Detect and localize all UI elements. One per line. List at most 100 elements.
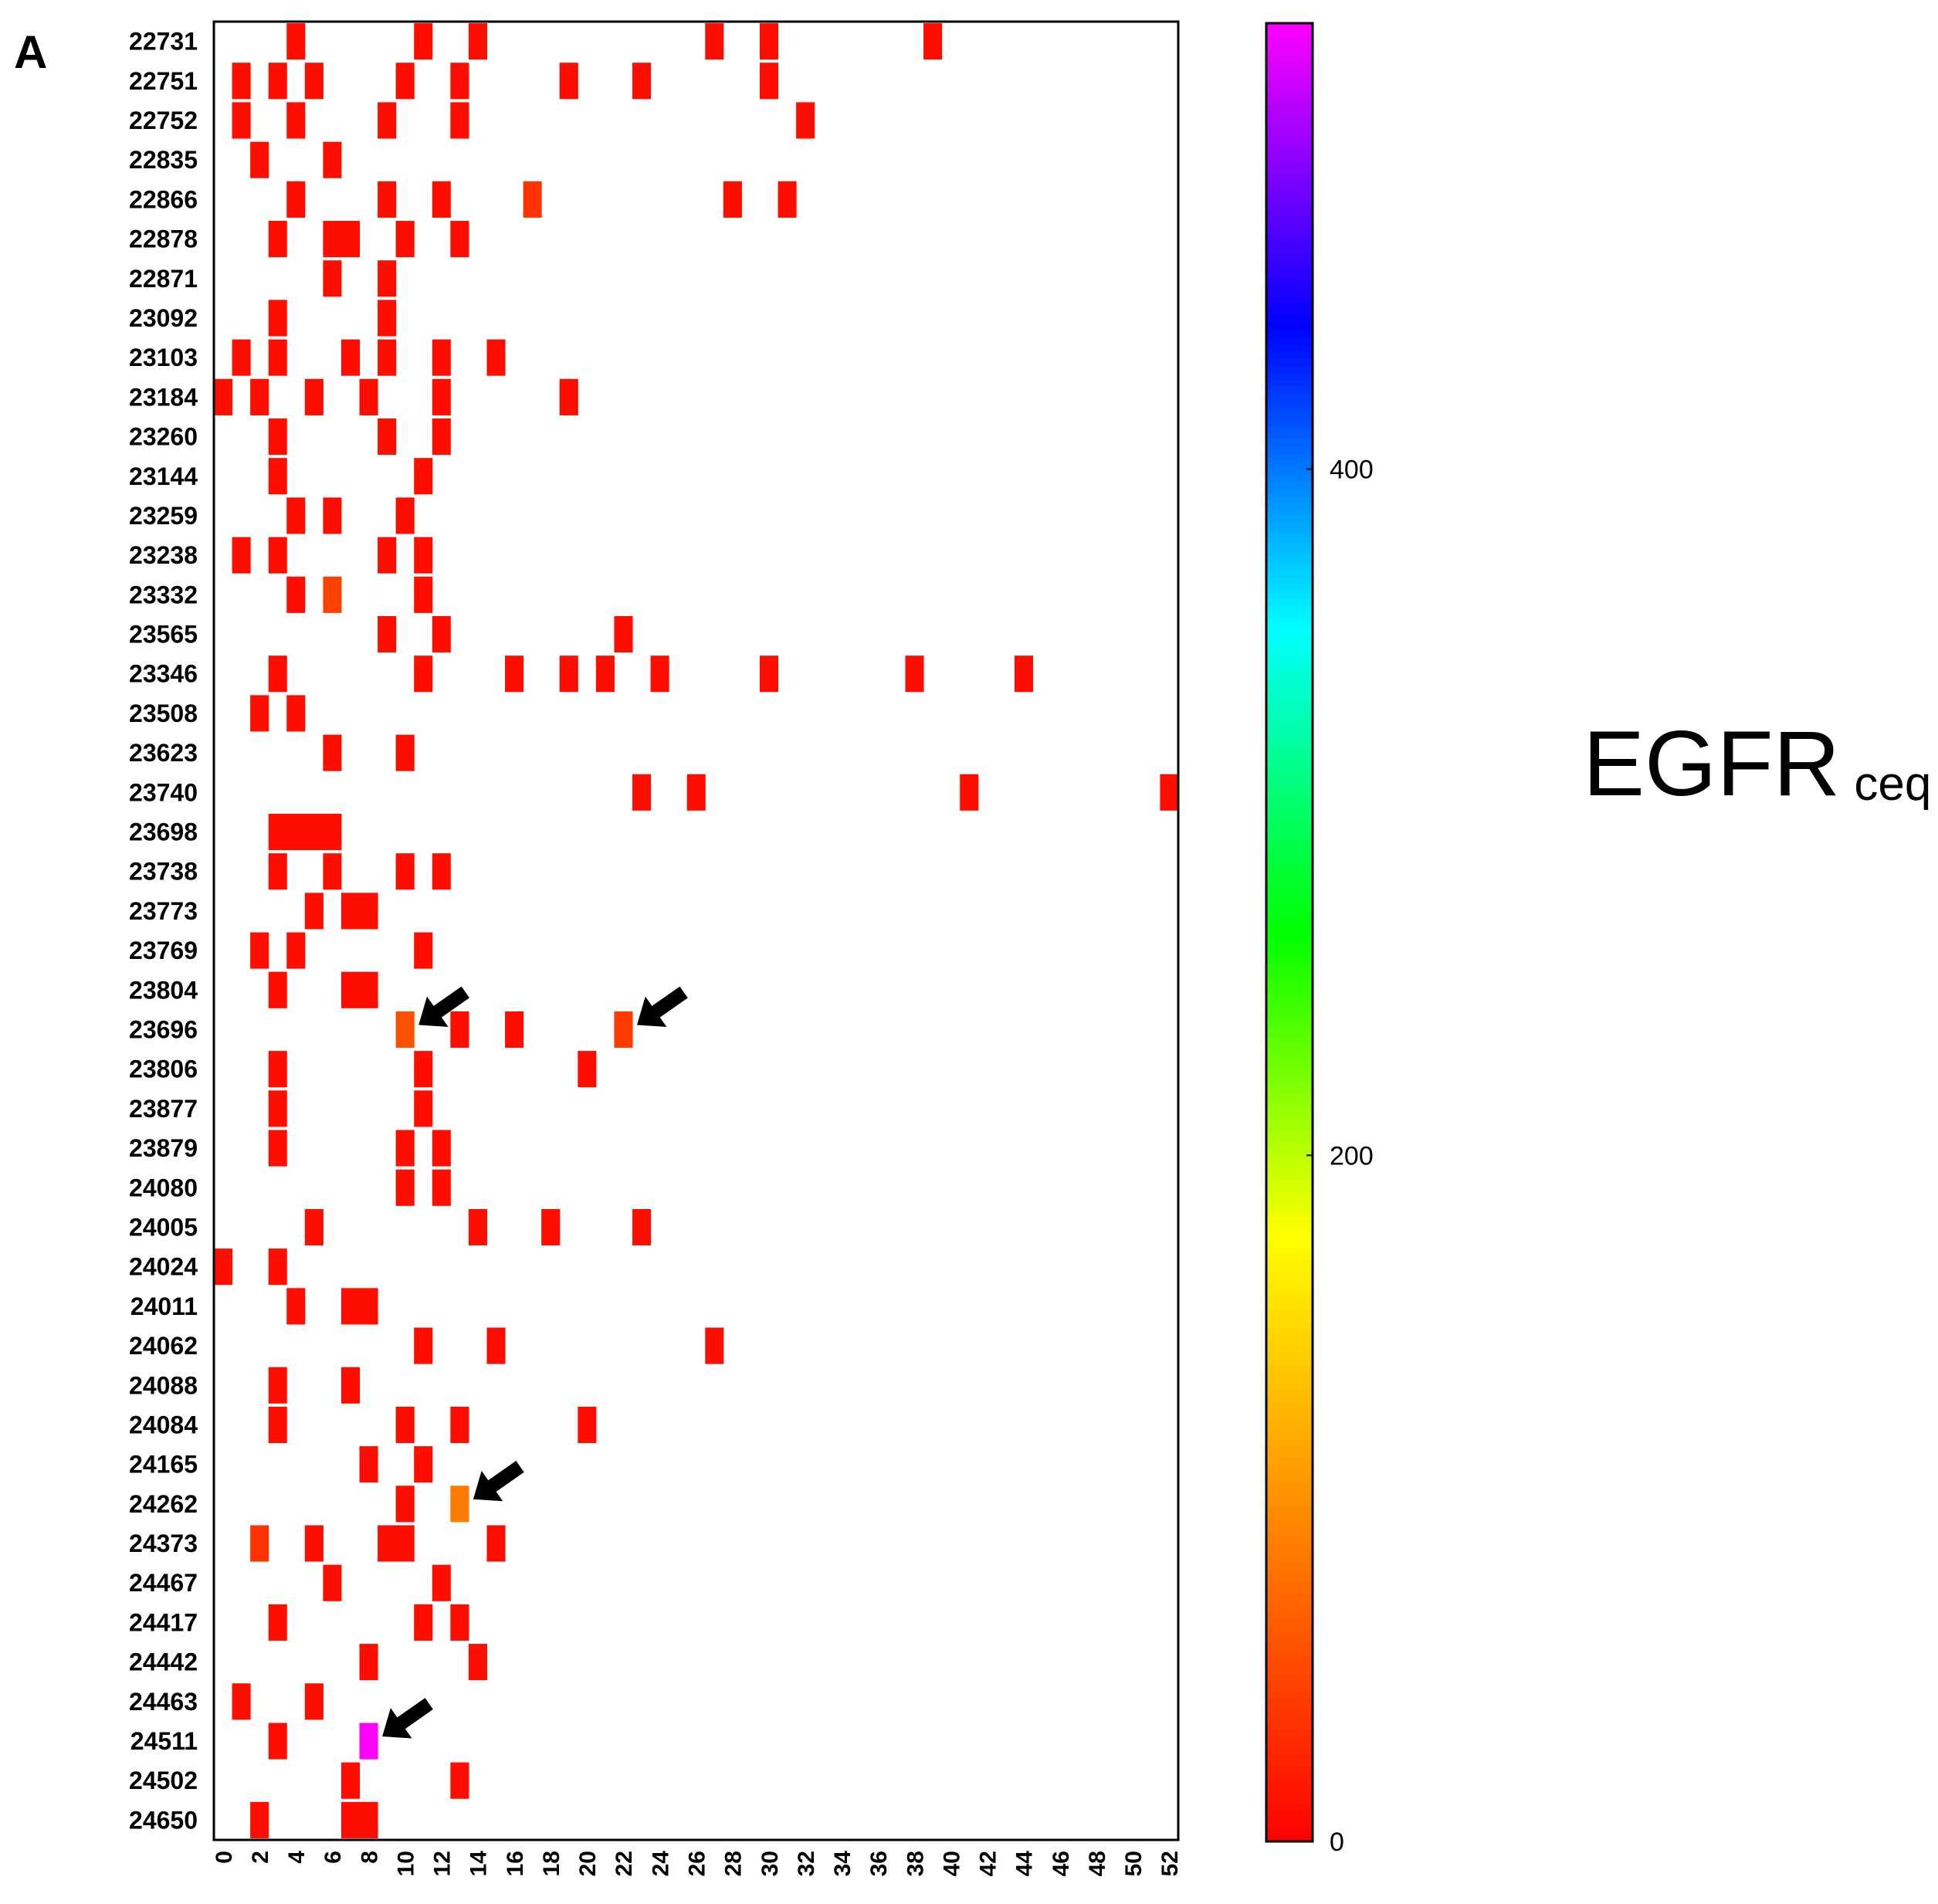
- x-tick-label-50: 50: [1121, 1851, 1147, 1876]
- heatmap-cell-23738-x6: [323, 853, 342, 890]
- heatmap-cell-23696-x22: [614, 1011, 633, 1049]
- y-tick-label-22751: 22751: [129, 67, 198, 95]
- x-tick-label-26: 26: [685, 1851, 710, 1876]
- heatmap-cell-23879-x10: [395, 1130, 415, 1167]
- x-tick-label-36: 36: [866, 1851, 892, 1876]
- heatmap-cell-23103-x9: [378, 339, 397, 376]
- y-tick-label-22871: 22871: [129, 265, 198, 293]
- heatmap-cell-23565-x22: [614, 615, 633, 653]
- heatmap-cell-23623-x6: [323, 734, 342, 771]
- heatmap-cell-22871-x9: [378, 260, 397, 297]
- annotation-arrow-3: [473, 1460, 524, 1502]
- y-tick-label-23508: 23508: [129, 700, 198, 727]
- heatmap-cell-23698-x3: [268, 813, 287, 851]
- heatmap-cell-24373-x9: [378, 1525, 397, 1562]
- heatmap-cell-23346-x21: [595, 656, 615, 693]
- heatmap-cell-23103-x3: [268, 339, 287, 376]
- heatmap-cell-22731-x11: [414, 23, 433, 60]
- heatmap-cell-22751-x13: [450, 63, 469, 100]
- heatmap-cell-24650-x7: [341, 1801, 361, 1838]
- heatmap-cell-22866-x4: [286, 181, 306, 218]
- colorbar-tick-label-400: 400: [1330, 456, 1374, 485]
- heatmap-cell-24024-x3: [268, 1248, 287, 1286]
- y-tick-label-23738: 23738: [129, 858, 198, 886]
- heatmap-cell-23144-x11: [414, 458, 433, 495]
- x-tick-label-42: 42: [976, 1851, 1001, 1876]
- heatmap-cell-22835-x6: [323, 141, 342, 178]
- heatmap-cell-22751-x10: [395, 63, 415, 100]
- heatmap-cell-24373-x2: [250, 1525, 269, 1562]
- heatmap-cell-23806-x3: [268, 1051, 287, 1088]
- x-tick-label-38: 38: [903, 1851, 928, 1876]
- heatmap-cell-23769-x11: [414, 932, 433, 969]
- heatmap-cell-23103-x15: [486, 339, 506, 376]
- plot-frame: [212, 20, 1180, 1841]
- y-tick-label-23103: 23103: [129, 344, 198, 371]
- colorbar-tick-label-200: 200: [1330, 1141, 1374, 1171]
- heatmap-cell-23879-x12: [432, 1130, 451, 1167]
- y-tick-label-24511: 24511: [130, 1727, 198, 1755]
- heatmap-cell-24502-x7: [341, 1762, 361, 1799]
- heatmap-cell-23092-x9: [378, 300, 397, 337]
- heatmap-cell-24088-x3: [268, 1367, 287, 1404]
- heatmap-cell-23879-x3: [268, 1130, 287, 1167]
- y-tick-label-23769: 23769: [129, 937, 198, 964]
- heatmap-cell-23184-x0: [214, 378, 233, 415]
- heatmap-cell-24080-x10: [395, 1169, 415, 1206]
- heatmap-cell-24084-x20: [578, 1406, 597, 1443]
- x-axis-labels: 0 2 4 6 8 10 12 14 16 18 20 22 24 26 28 30 32 34 36 38 40 42 4…: [212, 1851, 1183, 1877]
- annotation-arrow-2: [637, 986, 688, 1027]
- heatmap-cell-24511-x8: [359, 1723, 378, 1760]
- y-tick-label-24005: 24005: [129, 1214, 198, 1242]
- x-tick-label-32: 32: [794, 1851, 819, 1876]
- heatmap-cell-23877-x3: [268, 1090, 287, 1127]
- y-tick-label-24262: 24262: [129, 1490, 198, 1518]
- heatmap-cell-24373-x15: [486, 1525, 506, 1562]
- heatmap-cell-23184-x19: [559, 378, 578, 415]
- y-tick-label-24502: 24502: [129, 1767, 198, 1794]
- y-tick-label-23259: 23259: [129, 502, 198, 530]
- heatmap-cell-23238-x9: [378, 537, 397, 574]
- heatmap-cell-22878-x13: [450, 221, 469, 258]
- heatmap-cell-23346-x16: [505, 656, 524, 693]
- y-tick-label-23623: 23623: [129, 739, 198, 767]
- heatmap-cell-22731-x30: [759, 23, 779, 60]
- x-tick-label-0: 0: [212, 1851, 237, 1864]
- heatmap-cell-23103-x12: [432, 339, 451, 376]
- x-tick-label-22: 22: [612, 1851, 637, 1876]
- heatmap-cell-23238-x1: [232, 537, 251, 574]
- heatmap-cell-23804-x3: [268, 971, 287, 1008]
- x-tick-label-48: 48: [1085, 1851, 1110, 1876]
- heatmap-cell-22752-x9: [378, 102, 397, 139]
- x-tick-label-24: 24: [648, 1851, 673, 1877]
- y-tick-label-23698: 23698: [129, 818, 198, 846]
- y-tick-label-23806: 23806: [129, 1055, 198, 1083]
- y-tick-label-22752: 22752: [129, 107, 198, 134]
- heatmap-cell-24011-x4: [286, 1288, 306, 1325]
- x-tick-label-2: 2: [248, 1851, 273, 1864]
- heatmap-cell-23508-x4: [286, 695, 306, 732]
- y-tick-label-24088: 24088: [129, 1371, 198, 1399]
- heatmap-cell-22752-x32: [796, 102, 815, 139]
- y-tick-label-23346: 23346: [129, 660, 198, 688]
- heatmap-cell-24062-x15: [486, 1327, 506, 1364]
- heatmap-cell-24005-x23: [632, 1208, 652, 1246]
- heatmap-cell-22835-x2: [250, 141, 269, 178]
- heatmap-cell-23346-x3: [268, 656, 287, 693]
- heatmap-cell-23508-x2: [250, 695, 269, 732]
- y-tick-label-24417: 24417: [129, 1608, 198, 1636]
- y-tick-label-22878: 22878: [129, 225, 198, 253]
- heatmap-cell-23769-x2: [250, 932, 269, 969]
- heatmap-cell-24024-x0: [214, 1248, 233, 1286]
- title-main: EGFR: [1583, 712, 1840, 815]
- heatmap-cell-24650-x8: [359, 1801, 378, 1838]
- heatmap-cell-23806-x20: [578, 1051, 597, 1088]
- y-tick-label-23332: 23332: [129, 581, 198, 608]
- heatmap-cell-23346-x44: [1014, 656, 1033, 693]
- heatmap-cell-23260-x9: [378, 418, 397, 456]
- heatmap-cell-23804-x7: [341, 971, 361, 1008]
- heatmap-cell-22751-x3: [268, 63, 287, 100]
- heatmap-cell-24005-x18: [541, 1208, 561, 1246]
- y-tick-label-24463: 24463: [129, 1688, 198, 1716]
- heatmap-cell-24080-x12: [432, 1169, 451, 1206]
